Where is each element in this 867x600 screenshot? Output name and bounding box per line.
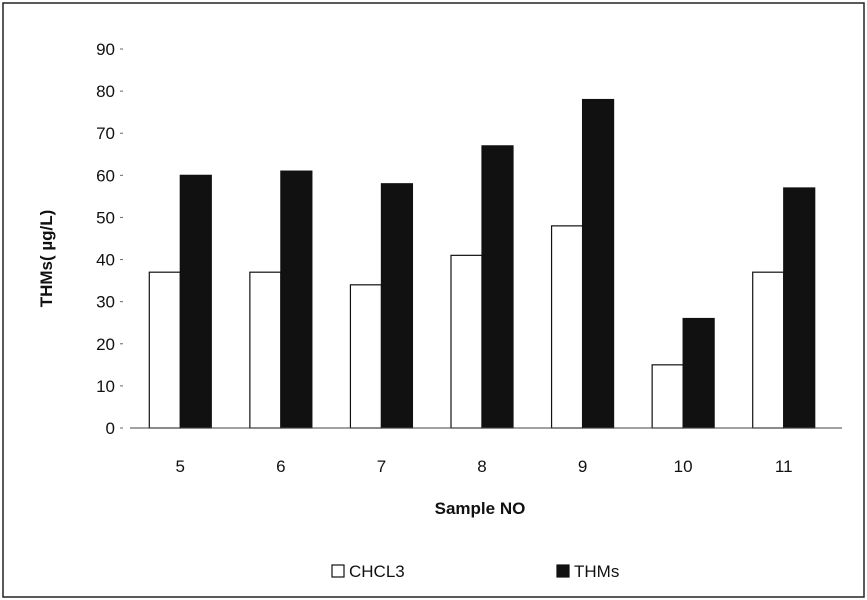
- legend-label-thms: THMs: [574, 562, 619, 581]
- y-axis-ticks: 0 10 20 30 40 50 60 70 80 90: [96, 40, 123, 438]
- y-axis-title: THMs( µg/L): [37, 210, 56, 308]
- y-tick-label: 20: [96, 335, 115, 354]
- legend: CHCL3 THMs: [331, 562, 619, 581]
- x-tick-label: 5: [176, 457, 185, 476]
- x-axis-title: Sample NO: [435, 499, 526, 518]
- bars-group: [148, 98, 816, 429]
- x-tick-label: 10: [674, 457, 693, 476]
- bar-chcl3-11: [752, 271, 785, 429]
- y-tick-label: 80: [96, 82, 115, 101]
- y-tick-label: 30: [96, 293, 115, 312]
- x-tick-label: 7: [377, 457, 386, 476]
- y-tick-label: 0: [106, 419, 115, 438]
- y-tick-label: 60: [96, 166, 115, 185]
- bar-thms-10: [682, 317, 715, 429]
- bar-chcl3-6: [249, 271, 282, 429]
- legend-swatch-thms: [556, 564, 570, 578]
- bar-chcl3-9: [550, 225, 584, 429]
- x-axis-ticks: 5 6 7 8 9 10 11: [176, 457, 793, 476]
- bar-chcl3-5: [148, 271, 181, 429]
- bar-chcl3-10: [651, 364, 684, 429]
- bar-thms-5: [179, 174, 212, 429]
- bar-chcl3-8: [450, 254, 483, 429]
- legend-swatch-chcl3: [331, 564, 345, 578]
- y-tick-label: 70: [96, 124, 115, 143]
- bar-thms-6: [280, 170, 313, 429]
- y-tick-label: 90: [96, 40, 115, 59]
- y-tick-label: 50: [96, 208, 115, 227]
- x-tick-label: 11: [775, 457, 793, 476]
- x-tick-label: 9: [578, 457, 587, 476]
- bar-chcl3-7: [349, 284, 383, 429]
- x-tick-label: 8: [477, 457, 486, 476]
- bar-thms-11: [783, 187, 816, 429]
- x-tick-label: 6: [276, 457, 285, 476]
- y-tick-label: 40: [96, 251, 115, 270]
- y-tick-label: 10: [96, 377, 115, 396]
- legend-label-chcl3: CHCL3: [349, 562, 405, 581]
- bar-thms-8: [481, 145, 514, 429]
- bar-thms-9: [581, 98, 615, 429]
- bar-thms-7: [380, 183, 414, 429]
